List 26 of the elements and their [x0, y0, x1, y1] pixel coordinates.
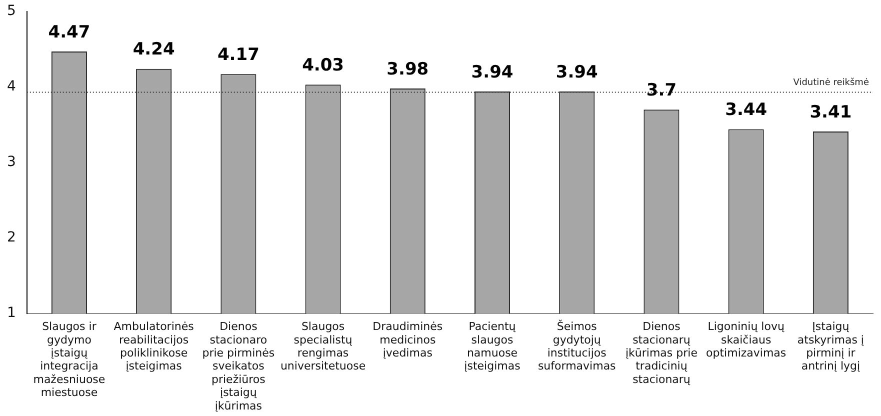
data-label: 3.98 [386, 59, 429, 80]
x-tick-label: Slaugos ir gydymo įstaigų integracija mažesniuose miestuose [33, 320, 106, 400]
data-label: 3.94 [556, 62, 598, 82]
y-tick-label: 1 [6, 305, 16, 322]
x-tick-label: Dienos stacionaro prie pirminės sveikatos priežiūros įstaigų įkūrimas [202, 320, 275, 412]
x-tick-label: Ligoninių lovų skaičiaus optimizavimas [706, 320, 786, 360]
data-label: 3.94 [471, 62, 514, 82]
data-label: 3.41 [810, 102, 852, 122]
data-label: 4.17 [217, 45, 260, 66]
x-tick-label: Įstaigų atskyrimas į pirminį ir antrinį lygį [797, 320, 864, 373]
x-tick-label: Draudiminės medicinos įvedimas [372, 320, 443, 360]
x-tick-label: Ambulatorinės reabilitacijos poliklinikose įsteigimas [114, 320, 194, 373]
data-label: 3.44 [725, 100, 768, 120]
y-tick-label: 5 [6, 3, 16, 20]
data-label: 4.03 [302, 56, 344, 76]
x-tick-label: Dienos stacionarų įkūrimas prie tradicinių stacionarų [625, 320, 698, 386]
data-label: 4.24 [132, 40, 175, 60]
y-tick-label: 2 [6, 230, 16, 246]
x-tick-label: Slaugos specialistų rengimas universitetuose [280, 320, 366, 373]
ref-line-label: Vidutinė reikšmė [793, 77, 870, 88]
x-tick-label: Šeimos gydytojų institucijos suformavimas [538, 319, 616, 373]
x-tick-label: Pacientų slaugos namuose įsteigimas [464, 320, 521, 373]
data-label: 3.7 [646, 80, 677, 101]
y-tick-label: 3 [6, 154, 16, 170]
y-tick-label: 4 [6, 78, 16, 95]
data-label: 4.47 [48, 22, 90, 42]
